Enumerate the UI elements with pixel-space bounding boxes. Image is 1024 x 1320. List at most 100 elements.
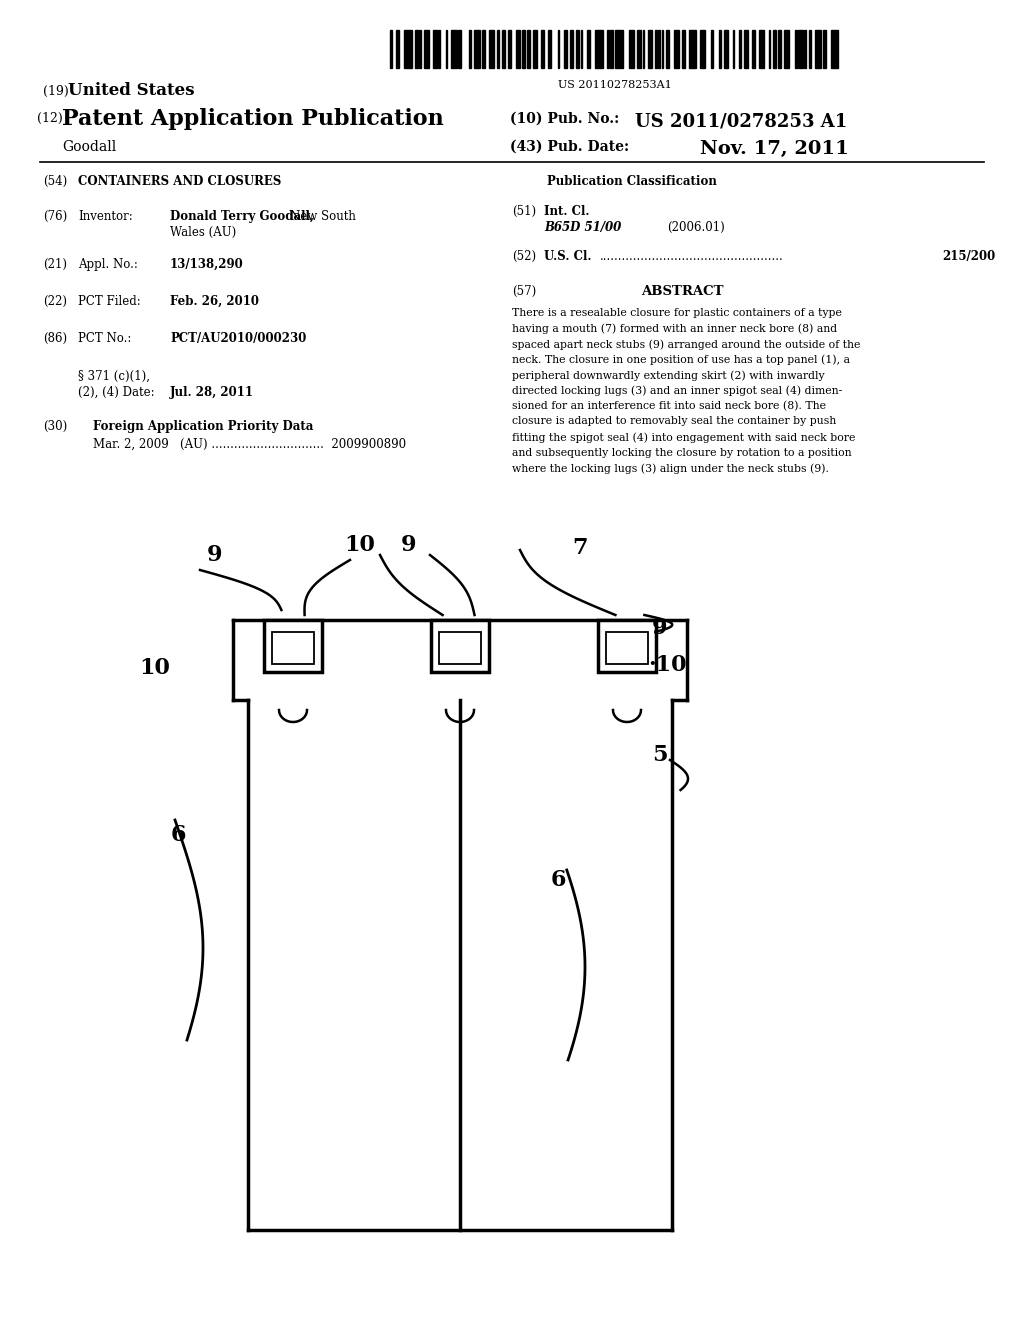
- Text: 13/138,290: 13/138,290: [170, 257, 244, 271]
- Bar: [667, 30, 670, 69]
- Bar: [424, 30, 429, 69]
- Bar: [798, 30, 803, 69]
- Text: 215/200: 215/200: [942, 249, 995, 263]
- Text: having a mouth (7) formed with an inner neck bore (8) and: having a mouth (7) formed with an inner …: [512, 323, 838, 334]
- Bar: [830, 30, 839, 69]
- Text: 6: 6: [550, 869, 565, 891]
- Bar: [541, 30, 544, 69]
- Text: US 2011/0278253 A1: US 2011/0278253 A1: [635, 112, 847, 129]
- Text: Jul. 28, 2011: Jul. 28, 2011: [170, 385, 254, 399]
- Bar: [795, 30, 797, 69]
- Bar: [712, 30, 713, 69]
- Text: peripheral downwardly extending skirt (2) with inwardly: peripheral downwardly extending skirt (2…: [512, 370, 824, 380]
- Bar: [724, 30, 728, 69]
- Text: 10: 10: [344, 535, 376, 556]
- Bar: [643, 30, 644, 69]
- Text: 9: 9: [207, 544, 223, 566]
- Bar: [445, 30, 447, 69]
- Bar: [760, 30, 764, 69]
- Text: There is a resealable closure for plastic containers of a type: There is a resealable closure for plasti…: [512, 308, 842, 318]
- Bar: [647, 30, 652, 69]
- Bar: [595, 30, 602, 69]
- Text: (2006.01): (2006.01): [667, 220, 725, 234]
- Bar: [526, 30, 529, 69]
- Bar: [502, 30, 505, 69]
- Text: sioned for an interference fit into said neck bore (8). The: sioned for an interference fit into said…: [512, 401, 826, 412]
- Bar: [489, 30, 494, 69]
- Text: where the locking lugs (3) align under the neck stubs (9).: where the locking lugs (3) align under t…: [512, 463, 828, 474]
- Text: § 371 (c)(1),: § 371 (c)(1),: [78, 370, 150, 383]
- Text: Publication Classification: Publication Classification: [547, 176, 717, 187]
- Text: PCT No.:: PCT No.:: [78, 333, 131, 345]
- Bar: [607, 30, 609, 69]
- Bar: [610, 30, 613, 69]
- Text: (86): (86): [43, 333, 68, 345]
- Text: (21): (21): [43, 257, 67, 271]
- Bar: [564, 30, 567, 69]
- Bar: [637, 30, 641, 69]
- Text: (52): (52): [512, 249, 537, 263]
- Bar: [778, 30, 781, 69]
- Text: 9: 9: [652, 616, 668, 639]
- Text: US 20110278253A1: US 20110278253A1: [558, 81, 672, 90]
- Text: 7: 7: [572, 537, 588, 558]
- Text: Patent Application Publication: Patent Application Publication: [62, 108, 443, 129]
- Bar: [439, 632, 481, 664]
- Bar: [743, 30, 749, 69]
- Text: (2), (4) Date:: (2), (4) Date:: [78, 385, 155, 399]
- Bar: [629, 30, 634, 69]
- Bar: [598, 620, 656, 672]
- Bar: [655, 30, 657, 69]
- Bar: [815, 30, 821, 69]
- Text: United States: United States: [68, 82, 195, 99]
- Bar: [581, 30, 583, 69]
- Text: ABSTRACT: ABSTRACT: [641, 285, 723, 298]
- Text: spaced apart neck stubs (9) arranged around the outside of the: spaced apart neck stubs (9) arranged aro…: [512, 339, 860, 350]
- Bar: [459, 30, 462, 69]
- Bar: [433, 30, 436, 69]
- Text: (12): (12): [37, 112, 62, 125]
- Text: (30): (30): [43, 420, 68, 433]
- Text: directed locking lugs (3) and an inner spigot seal (4) dimen-: directed locking lugs (3) and an inner s…: [512, 385, 843, 396]
- Text: ·10: ·10: [648, 653, 686, 676]
- Bar: [532, 30, 538, 69]
- Text: Donald Terry Goodall,: Donald Terry Goodall,: [170, 210, 314, 223]
- Bar: [577, 30, 580, 69]
- Text: CONTAINERS AND CLOSURES: CONTAINERS AND CLOSURES: [78, 176, 282, 187]
- Bar: [662, 30, 664, 69]
- Bar: [438, 30, 439, 69]
- Bar: [474, 30, 480, 69]
- Text: 10: 10: [139, 657, 170, 678]
- Bar: [689, 30, 695, 69]
- Text: (76): (76): [43, 210, 68, 223]
- Text: (43) Pub. Date:: (43) Pub. Date:: [510, 140, 629, 154]
- Text: Foreign Application Priority Data: Foreign Application Priority Data: [93, 420, 313, 433]
- Text: (10) Pub. No.:: (10) Pub. No.:: [510, 112, 620, 125]
- Bar: [403, 30, 412, 69]
- Text: (54): (54): [43, 176, 68, 187]
- Bar: [823, 30, 826, 69]
- Bar: [587, 30, 590, 69]
- Bar: [469, 30, 471, 69]
- Text: Inventor:: Inventor:: [78, 210, 133, 223]
- Bar: [733, 30, 734, 69]
- Text: PCT/AU2010/000230: PCT/AU2010/000230: [170, 333, 306, 345]
- Bar: [558, 30, 559, 69]
- Bar: [272, 632, 314, 664]
- Text: B65D 51/00: B65D 51/00: [544, 220, 622, 234]
- Bar: [700, 30, 705, 69]
- Bar: [570, 30, 573, 69]
- Text: (22): (22): [43, 294, 67, 308]
- Text: 6: 6: [170, 824, 185, 846]
- Text: Mar. 2, 2009   (AU) ..............................  2009900890: Mar. 2, 2009 (AU) ......................…: [93, 438, 407, 451]
- Bar: [420, 30, 421, 69]
- Bar: [264, 620, 322, 672]
- Bar: [739, 30, 740, 69]
- Text: Feb. 26, 2010: Feb. 26, 2010: [170, 294, 259, 308]
- Text: PCT Filed:: PCT Filed:: [78, 294, 140, 308]
- Text: New South: New South: [290, 210, 356, 223]
- Text: (51): (51): [512, 205, 537, 218]
- Bar: [682, 30, 685, 69]
- Bar: [431, 620, 489, 672]
- Bar: [451, 30, 457, 69]
